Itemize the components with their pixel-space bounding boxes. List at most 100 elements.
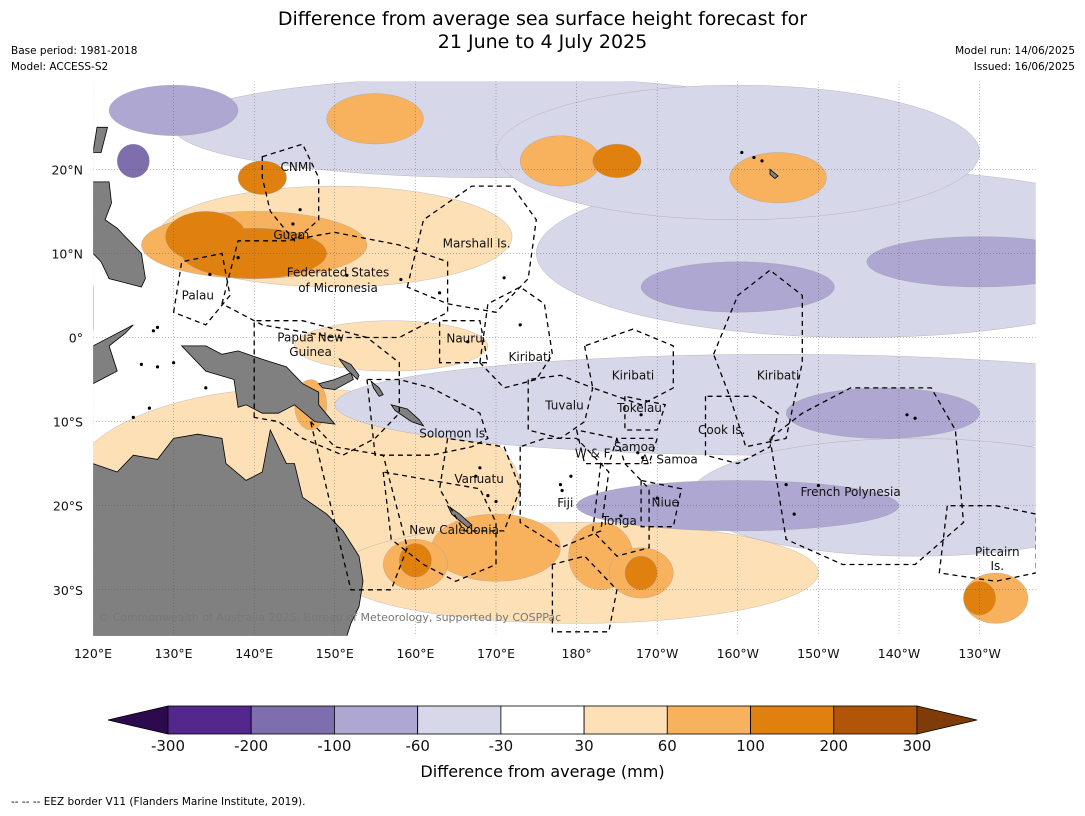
eez-tonga	[592, 462, 650, 557]
eez-solomon	[366, 378, 489, 456]
anomaly-patch-18	[326, 93, 424, 145]
colorbar-tick-6: 60	[658, 737, 677, 755]
copyright-notice: © Commonwealth of Australia 2025, Bureau…	[98, 611, 561, 624]
eez-kiribati-phoenix	[583, 328, 674, 406]
lat-tick-label-2: 0°	[69, 331, 83, 346]
place-label-8: Nauru	[446, 331, 482, 345]
island-dot-28	[619, 514, 623, 518]
australia-land	[93, 428, 364, 636]
eez-cook	[704, 395, 779, 465]
island-dot-29	[641, 456, 645, 460]
island-dot-4	[569, 474, 573, 478]
place-label-19: Vanuatu	[454, 472, 504, 486]
colorbar-swatch-7	[750, 705, 835, 735]
anomaly-patch-12	[866, 236, 1036, 288]
colorbar-swatch-4	[500, 705, 585, 735]
land-masses	[93, 126, 917, 636]
base-period: Base period: 1981-2018	[11, 45, 138, 57]
eez-fiji	[519, 437, 610, 549]
eez-niue	[640, 479, 683, 528]
colorbar-swatch-8	[833, 705, 918, 735]
place-label-6: Papua New	[277, 331, 344, 345]
island-dot-10	[236, 256, 240, 260]
island-dot-26	[784, 483, 788, 487]
anomaly-patch-13	[640, 261, 835, 313]
lon-tick-label-0: 120°E	[74, 646, 112, 661]
bougainville-land	[370, 379, 384, 397]
lon-tick-label-10: 140°W	[878, 646, 920, 661]
island-dot-17	[155, 325, 160, 329]
lon-tick-label-1: 130°E	[155, 646, 193, 661]
hawaii-land	[769, 168, 779, 180]
sulawesi-land	[93, 324, 134, 385]
title-line-2: 21 June to 4 July 2025	[437, 31, 648, 53]
title-line-1: Difference from average sea surface heig…	[277, 8, 808, 30]
island-dot-12	[298, 208, 302, 212]
colorbar-tick-9: 300	[903, 737, 932, 755]
island-dot-14	[172, 361, 176, 365]
place-label-17: W & F	[575, 447, 611, 461]
place-label-12: Tuvalu	[544, 399, 584, 413]
place-label-22: French Polynesia	[800, 485, 900, 499]
borneo-land	[93, 286, 94, 330]
island-dot-34	[639, 413, 643, 417]
new-ireland-land	[338, 358, 360, 381]
colorbar: -300 -200 -100 -60 -30 30 60 100 200 300	[107, 705, 978, 755]
island-dot-5	[560, 488, 564, 493]
place-label-15: Solomon Is.	[419, 426, 489, 440]
island-dot-0	[131, 415, 135, 419]
colorbar-swatch-5	[583, 705, 668, 735]
colorbar-tick-2: -100	[317, 737, 351, 755]
place-label-20: Fiji	[557, 496, 573, 510]
eez-png	[253, 320, 400, 456]
eez-borders	[172, 143, 1036, 633]
eez-fsm	[221, 231, 449, 339]
place-label-26: Is.	[990, 559, 1004, 573]
island-dot-8	[518, 323, 522, 327]
colorbar-tick-5: 30	[575, 737, 594, 755]
lon-tick-label-5: 170°E	[477, 646, 515, 661]
new-guinea-land	[180, 345, 336, 425]
island-dot-36	[913, 416, 917, 420]
eez-vanuatu	[438, 437, 521, 532]
lat-tick-label-5: 30°S	[53, 583, 83, 598]
colorbar-tick-0: -300	[151, 737, 185, 755]
place-label-24: New Caledonia	[409, 523, 499, 537]
island-dot-23	[752, 155, 756, 160]
anomaly-patch-29	[117, 143, 150, 178]
colorbar-swatch-3	[417, 705, 502, 735]
island-dot-3	[558, 483, 563, 487]
eez-pitcairn	[938, 505, 1036, 582]
place-label-5: Palau	[182, 288, 214, 302]
anomaly-patch-11	[786, 387, 980, 439]
island-dot-27	[816, 483, 821, 488]
eez-nauru	[438, 320, 489, 364]
anomaly-patch-25	[165, 211, 247, 262]
eez-footnote: -- -- -- EEZ border V11 (Flanders Marine…	[11, 796, 306, 808]
taiwan-land	[93, 126, 109, 153]
colorbar-tick-7: 100	[736, 737, 765, 755]
eez-kermadec	[551, 555, 618, 633]
lat-tick-label-0: 20°N	[51, 162, 83, 177]
place-label-9: Kiribati	[509, 350, 551, 364]
island-dot-1	[147, 406, 151, 410]
colorbar-swatch-0	[167, 705, 252, 735]
place-label-11: Kiribati	[757, 368, 799, 382]
colorbar-tick-4: -30	[489, 737, 514, 755]
island-dot-35	[792, 512, 796, 516]
lon-tick-label-8: 160°W	[717, 646, 759, 661]
island-dot-21	[438, 291, 442, 295]
lat-tick-label-3: 10°S	[53, 415, 83, 430]
place-label-2: Marshall Is.	[443, 236, 511, 250]
island-dot-30	[636, 451, 640, 455]
colorbar-tick-1: -200	[234, 737, 268, 755]
place-label-25: Pitcairn	[975, 545, 1020, 559]
island-dot-18	[151, 329, 155, 333]
island-dot-6	[478, 466, 482, 470]
eez-australia-coral	[309, 419, 408, 591]
lat-tick-label-1: 10°N	[51, 246, 83, 261]
meta-left: Base period: 1981-2018 Model: ACCESS-S2	[11, 43, 137, 75]
lon-tick-label-7: 170°W	[636, 646, 678, 661]
